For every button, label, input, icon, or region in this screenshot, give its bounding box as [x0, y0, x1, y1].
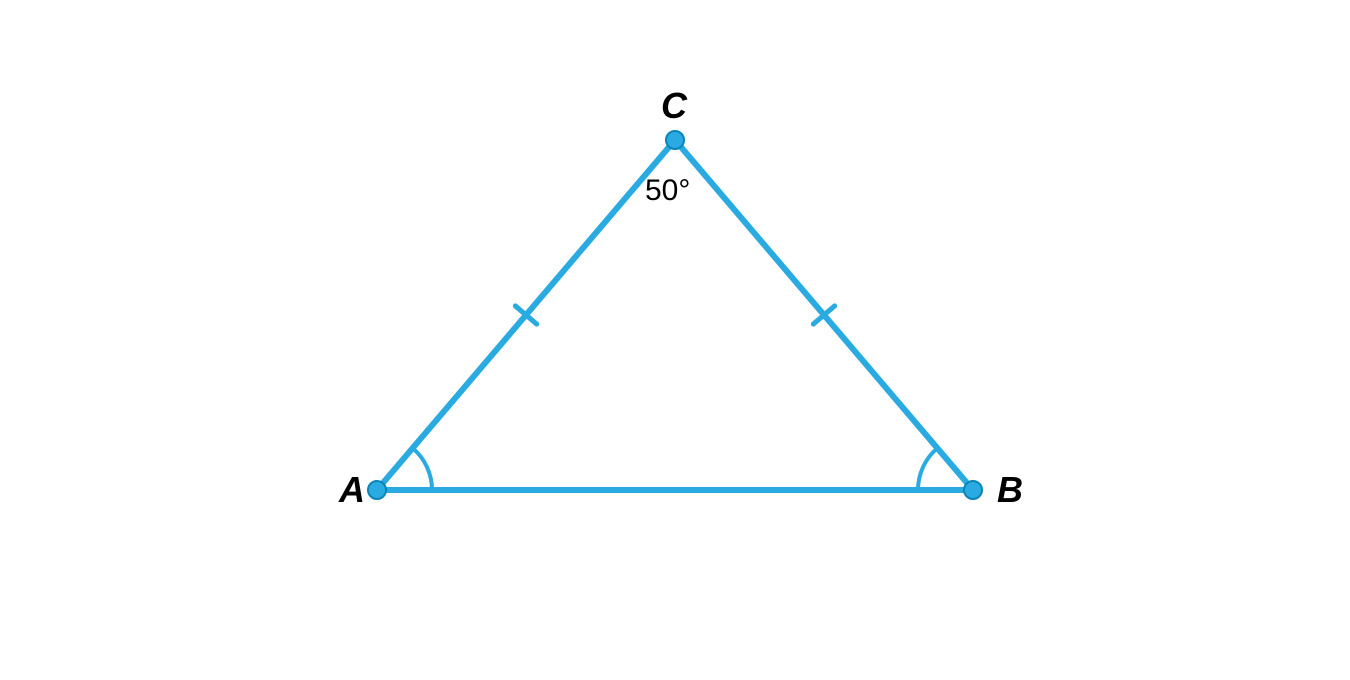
label-A: A [338, 469, 365, 510]
label-B: B [997, 469, 1023, 510]
vertex-B [964, 481, 982, 499]
angle-arc-A [413, 448, 432, 490]
angle-arc-B [918, 448, 937, 490]
geometry-diagram: A B C 50° [0, 0, 1350, 680]
angle-arcs [413, 448, 938, 490]
vertex-A [368, 481, 386, 499]
vertex-C [666, 131, 684, 149]
label-C: C [661, 85, 688, 126]
angle-label-C: 50° [645, 174, 690, 207]
